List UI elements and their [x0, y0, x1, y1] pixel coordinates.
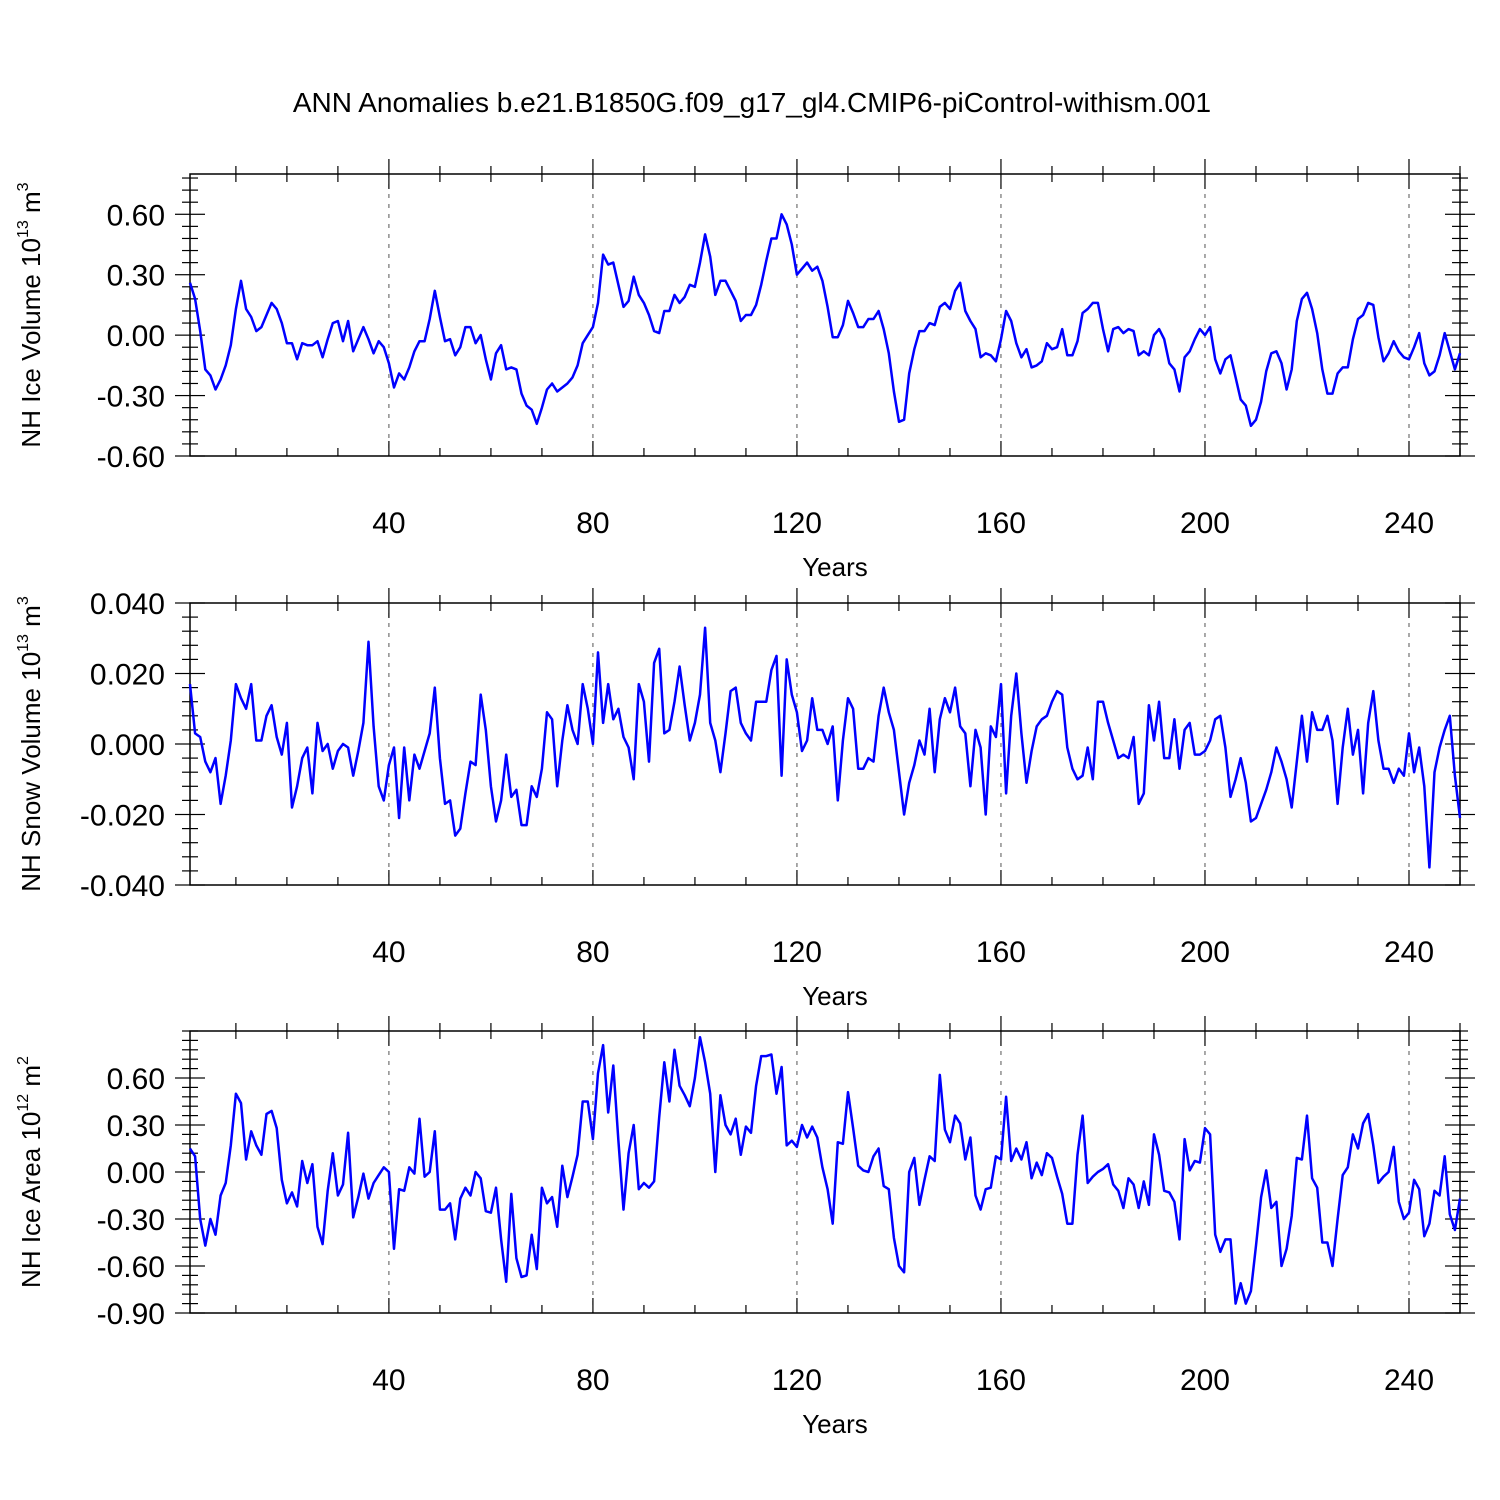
chart-panel-1: 40 80 120 160 200 240 -0.60 -0.30 0.00 0.30 0.60 Ye…	[15, 159, 1475, 582]
x-axis-label: Years	[802, 981, 868, 1011]
plot-frame	[189, 173, 1461, 457]
y-tick-label: 0.60	[107, 199, 165, 232]
y-axis-label-ylabel-unit-exp: 2	[15, 1056, 32, 1065]
figure-title: ANN Anomalies b.e21.B1850G.f09_g17_gl4.C…	[293, 87, 1211, 118]
y-tick-label: 0.30	[107, 1110, 165, 1143]
y-axis-label: NH Ice Area 1012 m2	[15, 1056, 46, 1288]
y-tick-label: 0.00	[107, 1157, 165, 1190]
x-tick-label: 120	[772, 1364, 822, 1397]
series-line	[188, 1036, 1462, 1305]
y-axis-label-ylabel-exp: 13	[15, 634, 32, 652]
x-tick-label: 80	[576, 1364, 609, 1397]
y-tick-label: -0.040	[80, 870, 165, 903]
y-tick-label: 0.30	[107, 260, 165, 293]
y-tick-label: -0.60	[97, 1251, 165, 1284]
x-tick-label: 200	[1180, 507, 1230, 540]
chart-panel-2: 40 80 120 160 200 240 -0.040 -0.020 0.000 0.020 0.…	[15, 588, 1475, 1011]
y-axis-label: NH Snow Volume 1013 m3	[15, 596, 46, 892]
plot-frame	[189, 1030, 1461, 1314]
x-tick-label: 240	[1384, 507, 1434, 540]
x-axis-label: Years	[802, 552, 868, 582]
panels: 40 80 120 160 200 240-0.60-0.300.000.300.60Ye…	[15, 159, 1475, 1439]
series-line	[188, 626, 1462, 869]
y-tick-label: -0.60	[97, 441, 165, 474]
y-axis-label-ylabel-unit: m	[16, 191, 46, 220]
y-tick-label: 0.000	[90, 729, 165, 762]
series-line	[188, 213, 1462, 428]
plot-frame	[189, 602, 1461, 886]
y-axis-label-ylabel: NH Snow Volume 10	[16, 652, 46, 892]
x-tick-label: 240	[1384, 1364, 1434, 1397]
x-tick-label: 240	[1384, 936, 1434, 969]
y-tick-label: 0.040	[90, 588, 165, 621]
x-axis-label: Years	[802, 1409, 868, 1439]
x-tick-label: 80	[576, 507, 609, 540]
x-tick-label: 120	[772, 507, 822, 540]
x-tick-label: 40	[372, 936, 405, 969]
y-axis-label-ylabel-unit: m	[16, 605, 46, 634]
chart-panel-3: 40 80 120 160 200 240 -0.90 -0.60 -0.30 0.00 0.30 0…	[15, 1016, 1475, 1439]
y-axis-label-ylabel: NH Ice Volume 10	[16, 238, 46, 448]
y-axis-label-ylabel-unit: m	[16, 1065, 46, 1094]
y-axis-label-ylabel-unit-exp: 3	[15, 182, 32, 191]
y-axis-label-ylabel-unit-exp: 3	[15, 596, 32, 605]
x-tick-label: 40	[372, 1364, 405, 1397]
x-tick-label: 40	[372, 507, 405, 540]
y-tick-label: -0.30	[97, 1204, 165, 1237]
y-tick-label: 0.60	[107, 1063, 165, 1096]
x-tick-label: 120	[772, 936, 822, 969]
y-axis-label-ylabel-exp: 13	[15, 220, 32, 238]
x-tick-label: 200	[1180, 936, 1230, 969]
y-tick-label: -0.020	[80, 800, 165, 833]
y-tick-label: 0.020	[90, 659, 165, 692]
y-axis-label: NH Ice Volume 1013 m3	[15, 182, 46, 447]
x-tick-label: 160	[976, 1364, 1026, 1397]
y-axis-label-ylabel-exp: 12	[15, 1094, 32, 1112]
x-tick-label: 80	[576, 936, 609, 969]
y-tick-label: -0.90	[97, 1298, 165, 1331]
y-tick-label: 0.00	[107, 320, 165, 353]
x-tick-label: 160	[976, 507, 1026, 540]
x-tick-label: 200	[1180, 1364, 1230, 1397]
y-axis-label-ylabel: NH Ice Area 10	[16, 1112, 46, 1288]
x-tick-label: 160	[976, 936, 1026, 969]
y-tick-label: -0.30	[97, 381, 165, 414]
